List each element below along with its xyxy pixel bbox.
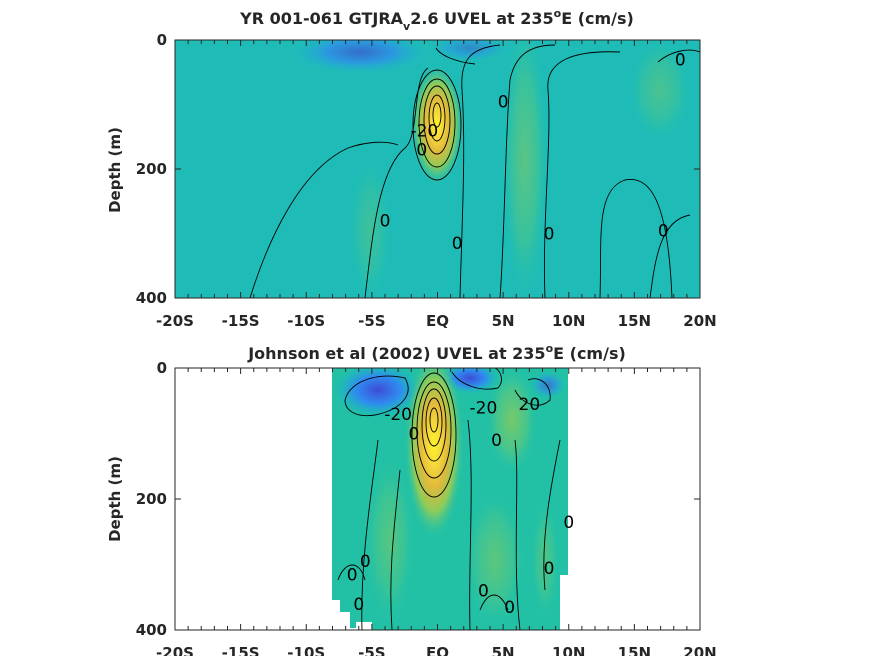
top-title-rest: 2.6 UVEL at 235 — [410, 9, 553, 28]
x-tick-label: 20N — [683, 312, 716, 330]
top-title-subscript: v — [403, 20, 411, 33]
top-y-axis-label: Depth (m) — [106, 127, 124, 213]
contour-label: 0 — [675, 50, 686, 70]
top-blue-region — [290, 40, 430, 74]
contour-label: -20 — [384, 405, 412, 425]
top-y-tick-labels: 0 200 400 — [136, 31, 700, 307]
x-tick-label: -20S — [156, 312, 194, 330]
x-tick-label: 10N — [552, 644, 585, 656]
y-tick-label: 400 — [136, 289, 167, 307]
bottom-green-band — [486, 368, 538, 475]
x-tick-label: -20S — [156, 644, 194, 656]
bottom-green-band-3 — [365, 455, 415, 625]
y-tick-label: 0 — [157, 359, 167, 377]
top-x-tick-labels: -20S -15S -10S -5S EQ 5N 10N 15N 20N — [156, 312, 717, 330]
bottom-green-band-4 — [531, 500, 559, 620]
top-title-superscript: o — [554, 7, 562, 20]
x-tick-label: 15N — [618, 644, 651, 656]
x-tick-label: 20N — [683, 644, 716, 656]
bottom-x-tick-labels: -20S -15S -10S -5S EQ 5N 10N 15N 20N — [156, 644, 717, 656]
bottom-x-tick-marks — [174, 368, 701, 630]
top-x-tick-marks — [174, 40, 701, 298]
bottom-blue-region-3 — [530, 371, 566, 399]
top-green-band — [503, 40, 547, 298]
x-tick-label: -15S — [222, 644, 260, 656]
top-heatmap — [175, 40, 700, 298]
bottom-y-axis-label: Depth (m) — [106, 456, 124, 542]
contour-label: 0 — [478, 582, 489, 602]
contour-label: 0 — [408, 425, 419, 445]
x-tick-label: -5S — [358, 644, 385, 656]
bottom-title-superscript: o — [546, 342, 554, 355]
x-tick-label: -10S — [287, 644, 325, 656]
x-tick-label: 15N — [618, 312, 651, 330]
contour-label: 0 — [380, 212, 391, 232]
y-tick-label: 200 — [136, 490, 167, 508]
x-tick-label: EQ — [426, 312, 449, 330]
x-tick-label: -15S — [222, 312, 260, 330]
contour-label: 0 — [504, 598, 515, 618]
bottom-title-main: Johnson et al (2002) UVEL at 235 — [247, 344, 545, 363]
contour-label: -20 — [410, 121, 438, 141]
contour-label: 0 — [491, 431, 502, 451]
contour-label: 0 — [544, 559, 555, 579]
contour-label: -20 — [470, 398, 498, 418]
x-tick-label: 5N — [492, 312, 515, 330]
top-title-main: YR 001-061 GTJRA — [239, 9, 404, 28]
top-title-end: E (cm/s) — [561, 9, 634, 28]
top-green-band-3 — [350, 160, 390, 298]
bottom-blue-region — [333, 368, 423, 418]
contour-label: 20 — [519, 395, 541, 415]
top-undercurrent-core — [411, 65, 463, 185]
x-tick-label: EQ — [426, 644, 449, 656]
y-tick-label: 200 — [136, 160, 167, 178]
x-tick-label: 5N — [492, 644, 515, 656]
bottom-heatmap — [332, 368, 568, 630]
x-tick-label: -5S — [358, 312, 385, 330]
top-title: YR 001-061 GTJRAv2.6 UVEL at 235oE (cm/s… — [239, 7, 634, 33]
bottom-contours — [337, 368, 561, 630]
y-tick-label: 0 — [157, 31, 167, 49]
contour-label: 0 — [563, 513, 574, 533]
bottom-green-band-2 — [465, 490, 525, 630]
contour-label: 0 — [347, 565, 358, 585]
contour-label: 0 — [498, 92, 509, 112]
contour-label: 0 — [544, 225, 555, 245]
top-contours — [249, 44, 700, 298]
contour-label: 0 — [353, 595, 364, 615]
contour-label: 0 — [452, 234, 463, 254]
top-green-band-2 — [630, 40, 690, 140]
bottom-undercurrent-core — [404, 368, 464, 540]
contour-label: 0 — [658, 221, 669, 241]
contour-label: 0 — [416, 141, 427, 161]
bottom-panel: Johnson et al (2002) UVEL at 235oE (cm/s… — [106, 342, 717, 656]
x-tick-label: -10S — [287, 312, 325, 330]
bottom-title: Johnson et al (2002) UVEL at 235oE (cm/s… — [247, 342, 626, 363]
y-tick-label: 400 — [136, 621, 167, 639]
bottom-title-end: E (cm/s) — [553, 344, 626, 363]
contour-label: 0 — [360, 552, 371, 572]
top-blue-region-2 — [430, 40, 510, 62]
x-tick-label: 10N — [552, 312, 585, 330]
top-panel: YR 001-061 GTJRAv2.6 UVEL at 235oE (cm/s… — [106, 7, 717, 330]
